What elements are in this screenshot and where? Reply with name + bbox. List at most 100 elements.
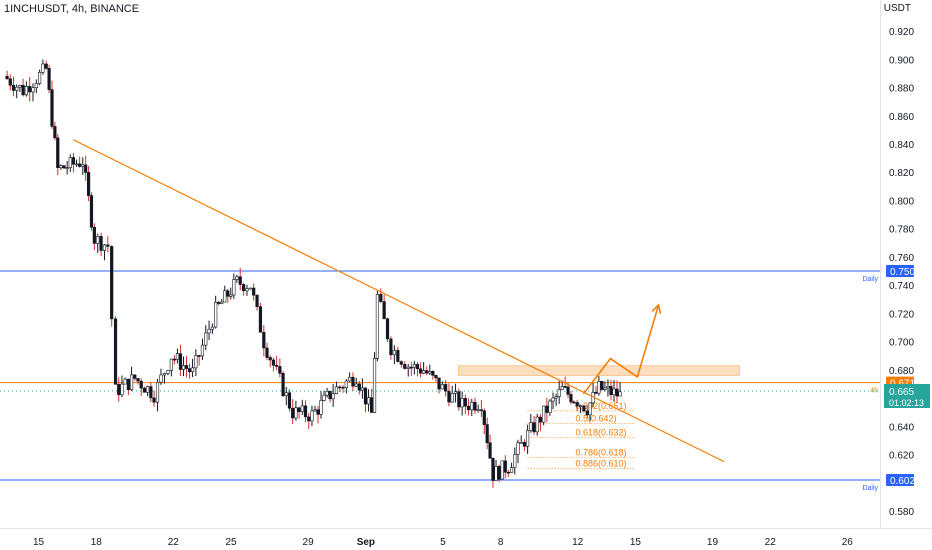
candle xyxy=(117,377,121,402)
candle xyxy=(92,223,96,251)
candle xyxy=(194,349,198,377)
candle xyxy=(538,414,543,432)
candle xyxy=(548,398,552,416)
candle xyxy=(34,79,38,94)
candle xyxy=(255,294,259,311)
candle xyxy=(529,413,533,433)
candle xyxy=(357,380,361,395)
candle xyxy=(187,363,192,379)
y-tick-label: 0.620 xyxy=(889,451,914,462)
supply-zone-rect[interactable] xyxy=(457,365,740,376)
candle xyxy=(578,404,583,414)
candle xyxy=(603,381,607,392)
candle xyxy=(569,390,573,405)
candle xyxy=(582,405,586,413)
candles xyxy=(5,59,622,488)
candle xyxy=(89,192,94,231)
daily-resistance-tag: Daily xyxy=(862,276,878,283)
candle xyxy=(532,415,536,435)
candle xyxy=(178,344,183,377)
candle xyxy=(252,283,256,301)
fib-label: 0.786(0.618) xyxy=(575,447,626,457)
y-tick-label: 0.640 xyxy=(889,422,914,433)
candle xyxy=(418,362,423,378)
candle xyxy=(96,233,100,253)
projection-path[interactable] xyxy=(582,304,660,395)
candle xyxy=(526,424,530,454)
candle xyxy=(488,434,492,460)
candle xyxy=(522,439,527,452)
candle xyxy=(65,160,69,175)
candle xyxy=(210,323,214,334)
4h-level-tag: 4h xyxy=(870,388,878,395)
candle xyxy=(360,378,364,399)
y-tick-label: 0.860 xyxy=(889,112,914,123)
candle xyxy=(294,400,298,421)
candle xyxy=(50,80,54,129)
candle xyxy=(113,316,118,385)
current-price-badge xyxy=(884,384,930,409)
daily-support-price-badge xyxy=(886,474,914,486)
candle xyxy=(588,402,592,421)
candle xyxy=(494,459,498,481)
candle xyxy=(44,60,48,70)
candle xyxy=(262,325,266,357)
candle xyxy=(415,361,420,377)
candle xyxy=(409,362,413,376)
x-tick-label: 18 xyxy=(91,537,103,548)
candle xyxy=(146,385,150,397)
candle xyxy=(18,84,22,93)
descending-trendline[interactable] xyxy=(72,139,725,463)
candle xyxy=(232,273,236,299)
candle xyxy=(235,274,239,283)
candle xyxy=(338,385,342,393)
candle xyxy=(509,462,514,473)
price-axis[interactable]: 0.920 0.900 0.880 0.860 0.840 0.820 0.800 0.780… xyxy=(889,27,914,518)
candle xyxy=(15,84,19,99)
candle xyxy=(334,381,339,395)
x-tick-label: 8 xyxy=(498,537,504,548)
time-axis[interactable]: 15 18 22 25 29 Sep 5 8 12 15 19 22 26 xyxy=(33,537,853,548)
candle xyxy=(47,64,51,94)
y-tick-label: 0.740 xyxy=(889,281,914,292)
candle xyxy=(328,390,332,403)
x-tick-label: 26 xyxy=(842,537,854,548)
candle xyxy=(519,435,523,444)
candle xyxy=(310,405,314,427)
candle xyxy=(190,358,195,378)
candle xyxy=(382,294,386,320)
candle xyxy=(303,400,308,423)
candle xyxy=(99,232,103,257)
candle xyxy=(200,338,205,360)
candle xyxy=(41,59,45,75)
candle xyxy=(102,243,107,261)
candle xyxy=(106,236,110,253)
candle xyxy=(313,405,317,412)
candle xyxy=(162,372,167,384)
y-tick-label: 0.840 xyxy=(889,140,914,151)
daily-resistance-price-label: 0.750 xyxy=(890,267,915,278)
candle xyxy=(184,355,189,378)
candle xyxy=(68,154,72,173)
y-tick-label: 0.680 xyxy=(889,366,914,377)
candle xyxy=(265,342,269,361)
candle xyxy=(28,77,32,102)
candle xyxy=(291,399,295,425)
x-tick-label: 5 xyxy=(440,537,446,548)
candle xyxy=(431,370,435,380)
candle xyxy=(152,390,156,407)
x-tick-label: Sep xyxy=(357,537,375,548)
candle xyxy=(197,354,201,366)
candle xyxy=(181,356,186,377)
candle xyxy=(331,383,335,407)
y-tick-label: 0.800 xyxy=(889,196,914,207)
candle xyxy=(618,382,622,397)
candle xyxy=(149,381,153,403)
candle xyxy=(175,348,180,364)
candle xyxy=(62,164,66,169)
price-unit: USDT xyxy=(883,3,911,14)
candle xyxy=(453,383,458,403)
fib-label: 0.618(0.632) xyxy=(575,428,626,438)
